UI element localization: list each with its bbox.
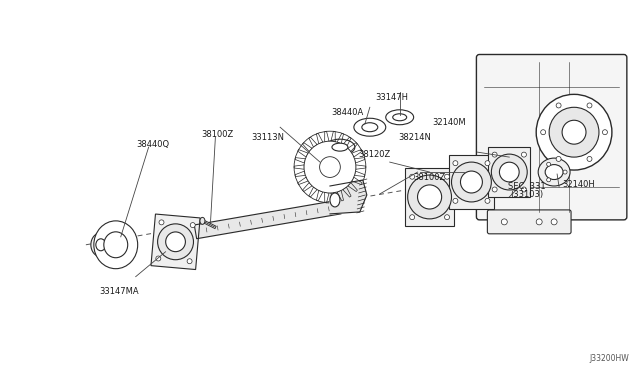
- Circle shape: [549, 107, 599, 157]
- Circle shape: [417, 185, 442, 209]
- Ellipse shape: [354, 118, 386, 136]
- Circle shape: [587, 103, 592, 108]
- Circle shape: [408, 175, 451, 219]
- Ellipse shape: [538, 158, 570, 186]
- Circle shape: [522, 152, 527, 157]
- Circle shape: [445, 215, 449, 220]
- Circle shape: [499, 162, 519, 182]
- Text: 32140M: 32140M: [433, 118, 467, 127]
- Circle shape: [159, 220, 164, 225]
- Polygon shape: [195, 200, 341, 239]
- Text: 38100Z: 38100Z: [413, 173, 445, 182]
- Circle shape: [166, 232, 186, 251]
- Text: SEC. 331: SEC. 331: [508, 183, 546, 192]
- Circle shape: [445, 174, 449, 179]
- Polygon shape: [488, 147, 530, 197]
- Circle shape: [492, 152, 497, 157]
- Circle shape: [485, 161, 490, 166]
- Ellipse shape: [96, 239, 106, 251]
- Circle shape: [319, 157, 340, 177]
- Circle shape: [190, 222, 195, 228]
- Circle shape: [492, 187, 497, 192]
- Circle shape: [410, 174, 415, 179]
- Ellipse shape: [104, 232, 128, 258]
- Circle shape: [536, 219, 542, 225]
- Circle shape: [547, 178, 550, 182]
- Circle shape: [556, 103, 561, 108]
- Ellipse shape: [386, 110, 413, 125]
- Ellipse shape: [393, 114, 406, 121]
- Circle shape: [492, 154, 527, 190]
- Circle shape: [410, 215, 415, 220]
- Text: (33103): (33103): [511, 190, 544, 199]
- Circle shape: [587, 157, 592, 161]
- Circle shape: [304, 141, 356, 193]
- Circle shape: [485, 198, 490, 203]
- Ellipse shape: [94, 221, 138, 269]
- Circle shape: [551, 219, 557, 225]
- Circle shape: [541, 130, 546, 135]
- Circle shape: [563, 170, 567, 174]
- Text: 33147MA: 33147MA: [99, 287, 139, 296]
- Circle shape: [562, 120, 586, 144]
- Circle shape: [547, 162, 550, 166]
- FancyBboxPatch shape: [488, 210, 571, 234]
- Circle shape: [451, 162, 492, 202]
- Polygon shape: [151, 214, 200, 270]
- Ellipse shape: [325, 139, 355, 155]
- Text: 33147H: 33147H: [375, 93, 408, 102]
- Text: 33113N: 33113N: [252, 133, 285, 142]
- Circle shape: [536, 94, 612, 170]
- Text: 32140H: 32140H: [563, 180, 595, 189]
- Ellipse shape: [330, 193, 340, 207]
- Text: 38440Q: 38440Q: [136, 140, 169, 149]
- Ellipse shape: [545, 164, 563, 180]
- Circle shape: [157, 224, 193, 260]
- Text: 38120Z: 38120Z: [358, 150, 391, 158]
- Circle shape: [294, 131, 366, 203]
- Polygon shape: [449, 155, 494, 209]
- Polygon shape: [404, 168, 454, 226]
- Circle shape: [522, 187, 527, 192]
- Text: 38100Z: 38100Z: [201, 130, 234, 139]
- Ellipse shape: [362, 123, 378, 132]
- Circle shape: [156, 256, 161, 261]
- Ellipse shape: [332, 143, 348, 151]
- Text: J33200HW: J33200HW: [589, 355, 629, 363]
- Circle shape: [453, 198, 458, 203]
- Text: 38214N: 38214N: [398, 133, 431, 142]
- Circle shape: [556, 157, 561, 161]
- Circle shape: [460, 171, 483, 193]
- Ellipse shape: [91, 233, 111, 257]
- Text: 38440A: 38440A: [332, 108, 364, 117]
- Circle shape: [602, 130, 607, 135]
- Circle shape: [187, 259, 192, 264]
- Circle shape: [453, 161, 458, 166]
- Polygon shape: [330, 180, 367, 214]
- FancyBboxPatch shape: [476, 54, 627, 220]
- Ellipse shape: [200, 217, 205, 224]
- Circle shape: [501, 219, 508, 225]
